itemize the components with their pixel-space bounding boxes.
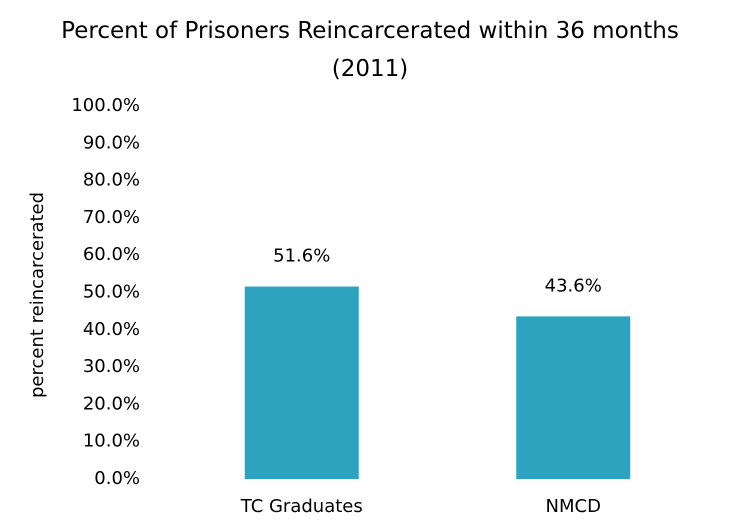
y-tick-label: 30.0%	[83, 356, 140, 377]
value-label: 51.6%	[273, 246, 330, 267]
chart-title: Percent of Prisoners Reincarcerated with…	[61, 18, 679, 82]
x-tick-label: NMCD	[546, 496, 601, 517]
y-tick-label: 60.0%	[83, 244, 140, 265]
y-tick-label: 100.0%	[71, 95, 140, 116]
y-tick-label: 80.0%	[83, 170, 140, 191]
y-tick-label: 70.0%	[83, 207, 140, 228]
bar	[244, 286, 359, 479]
y-tick-label: 90.0%	[83, 132, 140, 153]
bar	[516, 316, 631, 479]
y-axis-label: percent reincarcerated	[27, 192, 48, 398]
y-tick-label: 0.0%	[94, 468, 140, 489]
y-tick-label: 20.0%	[83, 393, 140, 414]
value-label: 43.6%	[545, 275, 602, 296]
x-tick-label: TC Graduates	[240, 496, 363, 517]
y-tick-label: 10.0%	[83, 431, 140, 452]
y-tick-label: 40.0%	[83, 319, 140, 340]
y-tick-label: 50.0%	[83, 282, 140, 303]
